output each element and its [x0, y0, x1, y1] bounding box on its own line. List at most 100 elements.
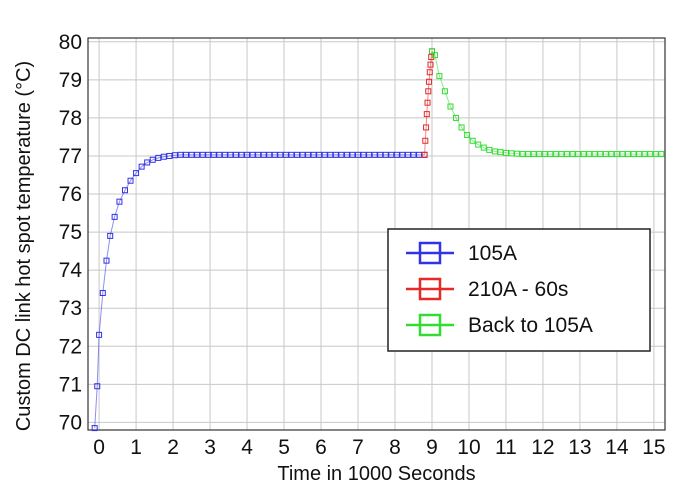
x-tick-label: 13 [568, 436, 591, 459]
data-point [227, 151, 234, 158]
y-tick-label: 74 [59, 259, 83, 282]
data-point [194, 151, 201, 158]
x-tick-label: 10 [457, 436, 480, 459]
data-point [327, 151, 334, 158]
data-point [619, 151, 626, 158]
y-axis-title: Custom DC link hot spot temperature (°C) [13, 61, 35, 431]
data-point [183, 151, 190, 158]
data-point [355, 151, 362, 158]
y-tick-label: 71 [59, 373, 82, 396]
legend-marker [418, 313, 442, 337]
data-point [530, 151, 537, 158]
data-point [382, 151, 389, 158]
y-tick-label: 70 [59, 411, 82, 434]
data-point [416, 151, 423, 158]
data-point [563, 151, 570, 158]
data-point [99, 289, 106, 296]
data-point [658, 151, 665, 158]
data-point [94, 383, 101, 390]
x-tick-label: 2 [167, 436, 179, 459]
data-point [232, 151, 239, 158]
legend-label: 210A - 60s [468, 278, 568, 301]
data-point [436, 73, 443, 80]
data-point [580, 151, 587, 158]
data-point [199, 151, 206, 158]
legend-item: Back to 105A [406, 313, 593, 337]
x-tick-label: 3 [204, 436, 216, 459]
data-point [441, 88, 448, 95]
data-point [575, 151, 582, 158]
data-point [404, 151, 411, 158]
data-point [238, 151, 245, 158]
x-tick-label: 0 [93, 436, 105, 459]
data-point [541, 151, 548, 158]
data-point [171, 152, 178, 159]
data-point [277, 151, 284, 158]
data-point [216, 151, 223, 158]
data-point [608, 151, 615, 158]
data-point [431, 52, 438, 59]
data-point [475, 141, 482, 148]
legend-marker [418, 241, 442, 265]
data-point [613, 151, 620, 158]
series-3 [428, 48, 665, 158]
data-point [149, 156, 156, 163]
data-point [410, 151, 417, 158]
data-point [121, 187, 128, 194]
y-tick-label: 77 [59, 145, 82, 168]
data-point [127, 177, 134, 184]
y-tick-label: 76 [59, 183, 82, 206]
x-axis-ticks: 0 1 2 3 4 5 6 7 8 9 10 11 12 13 14 15 [93, 436, 665, 459]
data-point [338, 151, 345, 158]
data-point [480, 144, 487, 151]
y-tick-label: 75 [59, 221, 82, 244]
data-point [491, 148, 498, 155]
data-point [423, 111, 430, 118]
data-point [155, 154, 162, 161]
data-point [144, 159, 151, 166]
data-point [293, 151, 300, 158]
data-point [160, 153, 167, 160]
data-point [133, 170, 140, 177]
data-point [597, 151, 604, 158]
data-point [343, 151, 350, 158]
x-tick-label: 4 [241, 436, 253, 459]
x-tick-label: 15 [642, 436, 665, 459]
data-point [630, 151, 637, 158]
y-tick-label: 78 [59, 107, 82, 130]
series-1 [91, 151, 428, 432]
data-point [426, 78, 433, 85]
data-point [349, 151, 356, 158]
data-point [116, 198, 123, 205]
data-point [458, 124, 465, 131]
data-point [427, 61, 434, 68]
legend-marker [418, 277, 442, 301]
data-point [525, 151, 532, 158]
x-tick-label: 5 [278, 436, 290, 459]
data-point [244, 151, 251, 158]
data-point [96, 331, 103, 338]
y-tick-label: 80 [59, 31, 82, 54]
y-axis-ticks: 70 71 72 73 74 75 76 77 78 79 80 [59, 31, 83, 435]
data-point [91, 425, 98, 432]
data-point [138, 163, 145, 170]
data-point [647, 151, 654, 158]
legend-label: Back to 105A [468, 314, 593, 337]
x-tick-label: 8 [389, 436, 401, 459]
data-point [558, 151, 565, 158]
data-point [652, 151, 659, 158]
data-point [502, 149, 509, 156]
data-point [260, 151, 267, 158]
x-tick-label: 11 [495, 436, 517, 459]
data-point [508, 150, 515, 157]
data-point [636, 151, 643, 158]
data-point [552, 151, 559, 158]
data-point [266, 151, 273, 158]
data-point [514, 150, 521, 157]
data-point [310, 151, 317, 158]
data-point [111, 213, 118, 220]
data-point [453, 114, 460, 121]
legend: 105A 210A - 60s Back to 105A [387, 228, 651, 352]
